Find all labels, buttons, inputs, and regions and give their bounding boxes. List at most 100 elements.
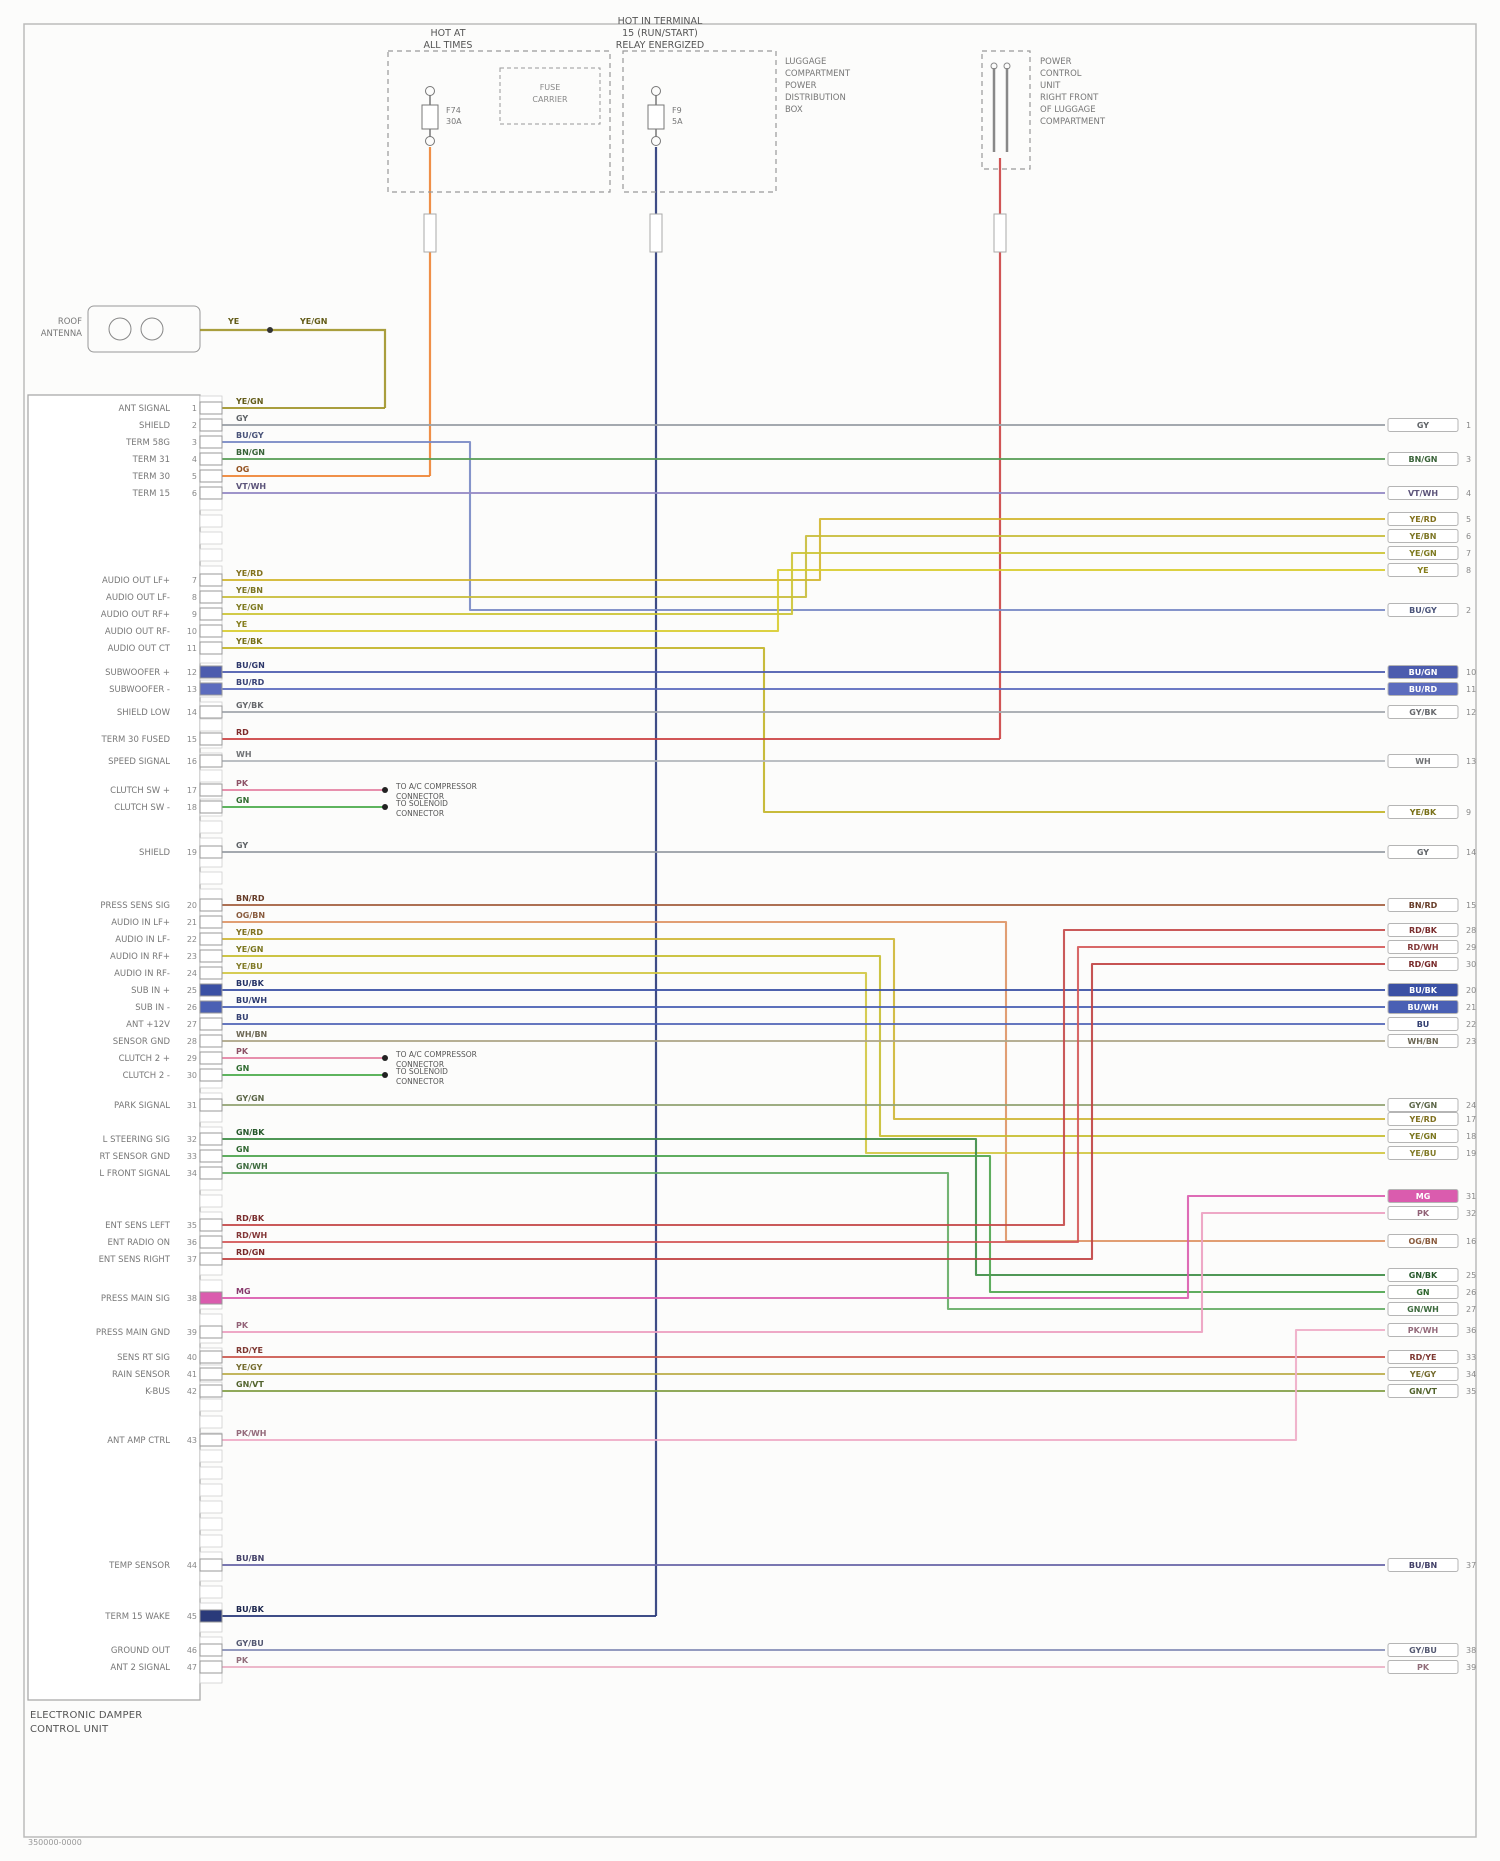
module-pin-box — [199, 783, 223, 797]
pin-number: 24 — [187, 969, 197, 978]
pin-number: 22 — [187, 935, 197, 944]
right-terminal-box — [1387, 1189, 1459, 1203]
pin-signal-name: SHIELD — [139, 421, 170, 431]
pin-number: 32 — [187, 1135, 197, 1144]
splice-dot — [382, 804, 388, 810]
component-note: OF LUGGAGE — [1040, 105, 1096, 115]
empty-pin-box — [199, 1517, 223, 1531]
pin-number: 5 — [192, 472, 197, 481]
pin-number: 20 — [187, 901, 197, 910]
pin-number: 14 — [187, 708, 197, 717]
pin-signal-name: PRESS SENS SIG — [100, 901, 170, 911]
pin-number: 7 — [192, 576, 197, 585]
empty-pin-box — [199, 1415, 223, 1429]
wire-color-label: GN/WH — [236, 1162, 268, 1171]
terminal-wire-label: YE/RD — [1409, 1115, 1437, 1124]
right-terminal-box — [1387, 1558, 1459, 1572]
pin-signal-name: PRESS MAIN GND — [96, 1328, 171, 1338]
terminal-pin-number: 33 — [1466, 1353, 1476, 1362]
fusebox1-box — [387, 50, 611, 193]
right-terminal-box — [1387, 1643, 1459, 1657]
module-pin-box — [199, 1098, 223, 1112]
empty-pin-box — [199, 1177, 223, 1191]
module-caption-line-1: ELECTRONIC DAMPER — [30, 1710, 143, 1721]
wire-ye-gn — [222, 551, 1385, 616]
antenna-label: ANTENNA — [41, 329, 82, 339]
fuse-label: F9 — [672, 106, 682, 115]
right-terminal-box — [1387, 563, 1459, 577]
pin-number: 47 — [187, 1663, 197, 1672]
inline-connector-tag — [649, 213, 663, 253]
fuse-label: F74 — [446, 106, 461, 115]
terminal-wire-label: BU/BN — [1409, 1561, 1437, 1570]
pin-number: 10 — [187, 627, 197, 636]
terminal-pin-number: 39 — [1466, 1663, 1476, 1672]
pin-signal-name: AUDIO IN LF+ — [111, 918, 170, 928]
pin-number: 28 — [187, 1037, 197, 1046]
terminal-wire-label: VT/WH — [1408, 489, 1438, 498]
empty-pin-box — [199, 514, 223, 528]
module-pin-box — [199, 1017, 223, 1031]
fuse-terminal-icon — [651, 136, 661, 146]
module-pin-box — [199, 932, 223, 946]
pin-number: 2 — [192, 421, 197, 430]
component-note: LUGGAGE — [785, 57, 826, 67]
empty-pin-box — [199, 1500, 223, 1514]
wire-color-label: WH/BN — [236, 1030, 267, 1039]
pin-number: 11 — [187, 644, 197, 653]
terminal-pin-number: 15 — [1466, 901, 1476, 910]
pin-number: 6 — [192, 489, 197, 498]
pin-number: 26 — [187, 1003, 197, 1012]
right-terminal-box — [1387, 1350, 1459, 1364]
right-terminal-box — [1387, 1112, 1459, 1126]
pin-signal-name: AUDIO IN RF+ — [110, 952, 170, 962]
splice-dot — [267, 327, 273, 333]
right-terminal-box — [1387, 665, 1459, 679]
terminal-wire-label: PK/WH — [1408, 1326, 1439, 1335]
wire-rd-bk — [222, 928, 1385, 1227]
wire-gn-bk — [222, 1137, 1385, 1277]
empty-pin-box — [199, 1279, 223, 1293]
pin-signal-name: SUB IN + — [131, 986, 170, 996]
module-pin-box — [199, 1132, 223, 1146]
pin-number: 36 — [187, 1238, 197, 1247]
pin-signal-name: SENS RT SIG — [117, 1353, 170, 1363]
fuse-terminal-icon — [425, 136, 435, 146]
right-terminal-box — [1387, 705, 1459, 719]
terminal-pin-number: 5 — [1466, 515, 1471, 524]
inline-connector-tag — [423, 213, 437, 253]
right-terminal-box — [1387, 1129, 1459, 1143]
terminal-wire-label: YE — [1416, 566, 1428, 575]
module-pin-box — [199, 800, 223, 814]
pin-number: 34 — [187, 1169, 197, 1178]
module-pin-box — [199, 1660, 223, 1674]
antenna-coil-icon — [140, 317, 164, 341]
destination-note: TO A/C COMPRESSOR — [395, 1050, 477, 1059]
terminal-pin-number: 16 — [1466, 1237, 1476, 1246]
module-pin-box — [199, 1325, 223, 1339]
wire-color-label: YE/BU — [235, 962, 263, 971]
terminal-pin-number: 37 — [1466, 1561, 1476, 1570]
wire-color-label: YE/GN — [299, 317, 327, 326]
pin-signal-name: SPEED SIGNAL — [108, 757, 170, 767]
wire-color-label: GN — [236, 796, 249, 805]
destination-note: TO A/C COMPRESSOR — [395, 782, 477, 791]
terminal-wire-label: GN — [1416, 1288, 1429, 1297]
pin-number: 30 — [187, 1071, 197, 1080]
pin-number: 16 — [187, 757, 197, 766]
terminal-wire-label: RD/YE — [1410, 1353, 1437, 1362]
pin-signal-name: AUDIO OUT RF- — [105, 627, 170, 637]
terminal-pin-number: 19 — [1466, 1149, 1476, 1158]
empty-pin-box — [199, 1466, 223, 1480]
wire-color-label: BU/RD — [236, 678, 265, 687]
pin-number: 23 — [187, 952, 197, 961]
module-pin-box — [199, 1051, 223, 1065]
inline-connector-tag — [993, 213, 1007, 253]
module-caption-line-2: CONTROL UNIT — [30, 1724, 109, 1735]
terminal-pin-number: 6 — [1466, 532, 1471, 541]
terminal-pin-number: 35 — [1466, 1387, 1476, 1396]
wire-og-bn — [222, 920, 1385, 1243]
pin-signal-name: AUDIO OUT LF- — [106, 593, 170, 603]
pin-number: 37 — [187, 1255, 197, 1264]
component-note: POWER — [1040, 57, 1072, 67]
